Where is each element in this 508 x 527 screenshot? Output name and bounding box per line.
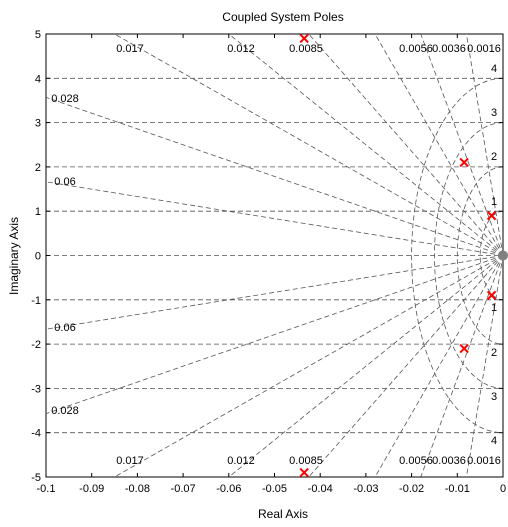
x-tick-label: 0 <box>500 483 506 495</box>
y-tick-label: -3 <box>31 383 41 395</box>
damping-label-lower: 0.0036 <box>432 455 466 467</box>
frequency-label-lower: 2 <box>491 347 497 359</box>
damping-label-upper: 0.012 <box>227 43 255 55</box>
damping-line <box>420 255 503 477</box>
x-tick-label: -0.01 <box>445 483 470 495</box>
y-tick-label: -4 <box>31 428 41 440</box>
y-tick-label: 2 <box>35 162 41 174</box>
y-tick-label: 0 <box>35 251 41 263</box>
frequency-label-upper: 1 <box>491 196 497 208</box>
pole-marker-layer <box>299 33 508 478</box>
y-tick-label: 5 <box>35 29 41 41</box>
origin-marker <box>498 250 508 261</box>
frequency-label-lower: 4 <box>491 435 497 447</box>
y-tick-label: 1 <box>35 206 41 218</box>
frequency-label-lower: 1 <box>491 302 497 314</box>
frequency-arc <box>456 166 503 345</box>
frequency-label-upper: 3 <box>491 107 497 119</box>
frequency-label-upper: 2 <box>491 151 497 163</box>
damping-line <box>308 255 503 477</box>
x-tick-label: -0.04 <box>308 483 333 495</box>
pole-marker <box>459 157 469 168</box>
frequency-label-upper: 4 <box>491 63 497 75</box>
damping-label-upper: 0.0036 <box>432 43 466 55</box>
sgrid-layer <box>46 34 503 477</box>
x-tick-label: -0.03 <box>353 483 378 495</box>
frequency-arc <box>411 77 503 434</box>
frequency-arc <box>479 210 503 301</box>
y-tick-label: -2 <box>31 339 41 351</box>
damping-line <box>46 96 503 256</box>
x-tick-label: -0.02 <box>399 483 424 495</box>
y-tick-label: -5 <box>31 472 41 484</box>
x-tick-label: -0.1 <box>37 483 56 495</box>
x-axis-label: Real Axis <box>258 507 308 521</box>
damping-label-lower: 0.012 <box>227 455 255 467</box>
damping-line <box>466 34 503 256</box>
y-tick-label: 3 <box>35 118 41 130</box>
pole-marker <box>299 33 309 44</box>
damping-label-lower: 0.017 <box>116 455 144 467</box>
x-tick-label: -0.05 <box>262 483 287 495</box>
damping-line <box>46 255 503 415</box>
damping-line <box>46 255 503 330</box>
frequency-label-lower: 3 <box>491 391 497 403</box>
damping-label-lower: 0.028 <box>51 405 79 417</box>
damping-line <box>308 34 503 256</box>
pole-marker <box>486 290 497 301</box>
pole-marker <box>299 467 309 478</box>
damping-line <box>374 34 503 256</box>
damping-label-lower: 0.0016 <box>467 455 501 467</box>
damping-label-lower: 0.0056 <box>399 455 433 467</box>
damping-label-lower: 0.0085 <box>289 455 323 467</box>
damping-label-upper: 0.06 <box>54 176 75 188</box>
damping-label-lower: 0.06 <box>54 322 75 334</box>
damping-line <box>114 255 503 477</box>
damping-label-upper: 0.0085 <box>289 43 323 55</box>
damping-label-upper: 0.017 <box>116 43 144 55</box>
damping-line <box>114 34 503 256</box>
damping-label-upper: 0.0056 <box>399 43 433 55</box>
pole-marker <box>486 210 497 221</box>
axis-tick-layer: -0.1 -0.09 -0.08 -0.07 -0.06 -0.05 -0.04 -0.03 -… <box>31 29 506 495</box>
pole-marker <box>459 343 469 354</box>
damping-line <box>228 255 503 477</box>
damping-line <box>420 34 503 256</box>
x-tick-label: -0.08 <box>125 483 150 495</box>
y-tick-label: 4 <box>35 73 41 85</box>
y-tick-label: -1 <box>31 295 41 307</box>
x-tick-label: -0.06 <box>216 483 241 495</box>
damping-label-upper: 0.028 <box>51 93 79 105</box>
y-axis-label: Imaginary Axis <box>7 217 21 295</box>
damping-line <box>46 181 503 256</box>
damping-label-upper: 0.0016 <box>467 43 501 55</box>
damping-line <box>228 34 503 256</box>
x-tick-label: -0.07 <box>171 483 196 495</box>
frequency-arc <box>434 122 503 389</box>
x-tick-label: -0.09 <box>79 483 104 495</box>
sgrid-label-layer: 0.00160.00160.00360.00360.00560.00560.00… <box>51 43 501 467</box>
damping-line <box>374 255 503 477</box>
damping-line <box>466 255 503 477</box>
chart-title: Coupled System Poles <box>222 10 343 24</box>
